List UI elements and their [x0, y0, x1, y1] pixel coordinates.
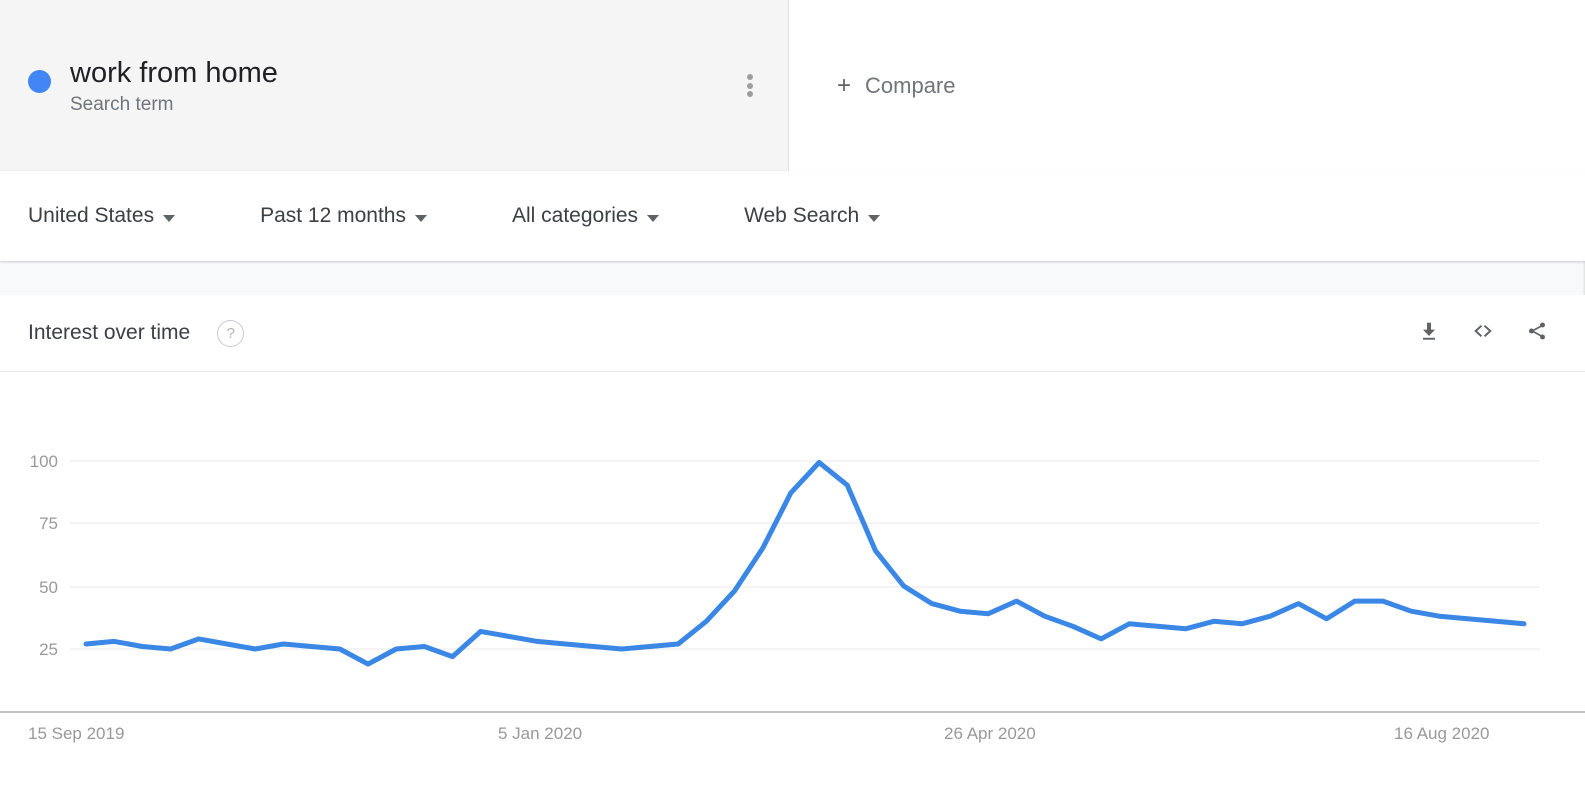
svg-text:75: 75 [39, 514, 58, 533]
svg-text:15 Sep 2019: 15 Sep 2019 [28, 724, 124, 743]
svg-text:16 Aug 2020: 16 Aug 2020 [1394, 724, 1489, 743]
svg-text:25: 25 [39, 640, 58, 659]
svg-text:26 Apr 2020: 26 Apr 2020 [944, 724, 1036, 743]
svg-text:5 Jan 2020: 5 Jan 2020 [498, 724, 582, 743]
svg-text:50: 50 [39, 578, 58, 597]
svg-text:100: 100 [30, 452, 58, 471]
